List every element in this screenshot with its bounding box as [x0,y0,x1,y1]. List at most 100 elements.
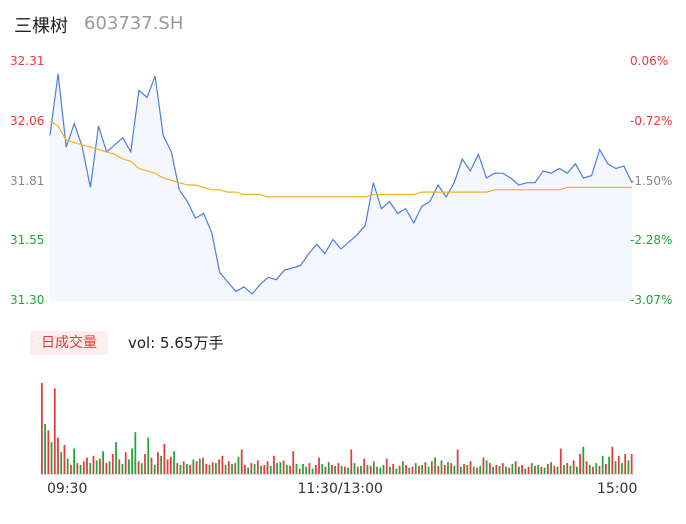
volume-bar [540,466,543,474]
volume-bar [414,463,417,474]
volume-bar [115,442,117,474]
volume-tab[interactable]: 日成交量 [30,331,108,355]
volume-bar [163,443,166,474]
volume-bar [250,463,253,474]
volume-bar [273,455,275,474]
volume-bar [360,465,362,474]
volume-bar [598,465,601,474]
volume-bar [482,457,485,474]
volume-bar [266,461,269,474]
volume-bar [334,465,337,474]
y-tick-right: -2.28% [630,233,673,248]
volume-readout: vol: 5.65万手 [128,334,224,352]
volume-bar [92,455,95,474]
volume-bar [82,461,85,474]
volume-bar [347,467,349,474]
volume-bar [385,458,388,474]
volume-bar [479,465,482,474]
y-tick-right: -1.50% [630,173,673,188]
volume-bar [572,460,575,474]
stock-name: 三棵树 [14,16,68,37]
volume-bar [559,448,562,474]
volume-bar [537,464,540,474]
volume-bar [205,463,208,474]
volume-bar [405,464,407,474]
volume-bar [89,463,92,474]
volume-bar [279,462,282,474]
volume-bar [218,459,221,474]
volume-bar [472,466,475,474]
volume-bar [244,464,246,474]
volume-bar [124,452,127,474]
volume-bar [608,456,610,474]
volume-bar [221,455,224,474]
volume-bar [517,466,520,474]
volume-bar [195,461,198,474]
volume-bar [356,466,359,474]
volume-bar [86,457,88,474]
volume-bar [331,464,333,474]
volume-bar [582,446,585,474]
volume-bar [247,467,250,474]
volume-bar [617,455,620,474]
volume-bar [118,459,121,474]
price-area [50,73,632,301]
volume-bar [485,460,488,474]
y-tick-left: 31.81 [10,173,45,188]
volume-bar [456,449,459,474]
volume-bar [73,448,75,474]
volume-bar [372,461,375,474]
volume-bar [379,467,382,474]
volume-bar [160,455,163,474]
volume-bar [476,467,478,474]
volume-bar [450,463,453,474]
volume-bar [408,467,411,474]
volume-bar [343,466,346,474]
volume-bar [563,464,565,474]
volume-bar [440,460,443,474]
volume-bar [182,461,185,474]
volume-bar [311,468,314,474]
volume-bar [534,465,536,474]
volume-bar [543,467,546,474]
volume-bar [585,461,588,474]
y-tick-right: 0.06% [630,54,669,68]
volume-bar [240,449,243,474]
volume-bar [224,464,227,474]
volume-bar [595,463,598,474]
volume-bar [337,463,340,474]
volume-bar [253,463,256,474]
volume-bar [418,465,420,474]
volume-bar [437,465,440,474]
volume-bar [189,464,192,474]
volume-bar [111,453,114,474]
volume-bar [157,452,159,474]
volume-bar [231,463,233,474]
volume-bar [592,466,594,474]
volume-bar [376,466,378,474]
volume-bar [134,432,137,474]
volume-bar [57,437,59,474]
volume-bar [627,460,630,474]
volume-bar [501,463,504,474]
volume-bar [282,460,285,474]
volume-bar [314,464,317,474]
volume-bar [430,461,433,474]
y-tick-right: -3.07% [630,293,673,307]
volume-bar [579,453,581,474]
volume-bar [192,459,195,474]
volume-bar [556,466,559,474]
volume-bar [447,462,449,474]
volume-bar [466,464,469,474]
volume-bar [492,466,494,474]
volume-bar [147,437,150,474]
volume-bar [150,457,153,474]
volume-bar [524,468,527,474]
price-line [49,73,633,295]
volume-bar [382,464,385,474]
volume-bar [427,466,430,474]
volume-bar [260,465,262,474]
volume-bar [521,464,523,474]
volume-bar [340,465,343,474]
